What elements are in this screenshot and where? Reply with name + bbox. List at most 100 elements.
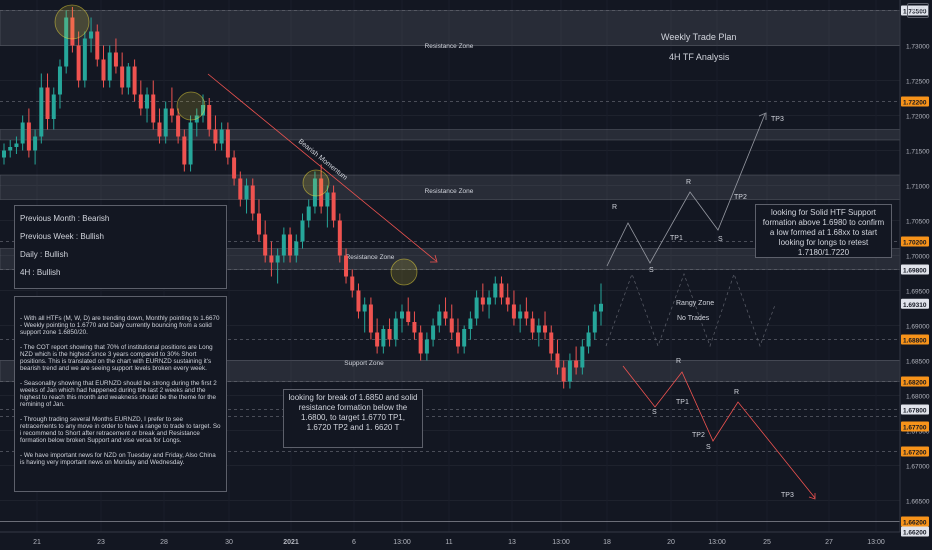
candle — [256, 199, 261, 242]
candle-body — [437, 311, 442, 326]
candle-body — [431, 325, 436, 340]
path-label-tp1: TP1 — [676, 399, 689, 406]
candle — [487, 290, 492, 319]
candle — [188, 115, 193, 172]
candle-body — [312, 178, 317, 207]
candle-body — [381, 329, 386, 347]
highlight-circle — [390, 258, 418, 286]
candle — [474, 290, 479, 326]
candle — [101, 45, 106, 88]
y-tick-label: 1.73000 — [906, 44, 930, 51]
time-axis: 21 23 28 30 2021 6 13:00 11 13 13:00 18 20 13:00 25 27… — [0, 531, 900, 546]
candle — [344, 248, 349, 284]
candle — [561, 360, 566, 389]
candle — [536, 318, 541, 347]
candle-body — [356, 290, 361, 312]
candle-body — [238, 178, 243, 200]
range-path — [605, 272, 776, 348]
candle-body — [33, 136, 38, 151]
candle — [580, 339, 585, 375]
candle-body — [8, 147, 13, 151]
y-tick-label: 1.68000 — [906, 394, 930, 401]
candle-body — [599, 303, 603, 312]
candle-body — [95, 31, 100, 60]
candles — [2, 7, 603, 389]
candle — [39, 73, 44, 144]
price-label-bg — [901, 5, 929, 16]
candle — [14, 136, 19, 154]
x-tick-label: 13 — [508, 539, 516, 546]
candle-body — [337, 220, 342, 256]
candle — [33, 129, 38, 165]
candle-body — [207, 105, 212, 130]
price-axis-bg — [900, 0, 932, 550]
long-plan-note[interactable]: looking for Solid HTF Support formation … — [755, 204, 892, 258]
candle-body — [412, 322, 417, 333]
price-label-bg — [901, 96, 929, 107]
candle-body — [449, 318, 454, 333]
price-label: 1.73500 — [901, 5, 929, 16]
x-tick-label: 21 — [33, 539, 41, 546]
candle — [176, 108, 181, 144]
candle-body — [76, 45, 81, 81]
candle-body — [524, 311, 529, 319]
plan-title: Weekly Trade Plan — [661, 32, 737, 42]
bias-daily: Daily : Bullish — [20, 250, 69, 259]
x-tick-label: 13:00 — [393, 539, 411, 546]
bearish-arrow-head — [430, 254, 438, 263]
analysis-note[interactable]: - With all HTFs (M, W, D) are trending d… — [14, 296, 227, 492]
candle-body — [145, 94, 150, 109]
x-tick-label: 13:00 — [708, 539, 726, 546]
candle-body — [511, 304, 516, 319]
candle-body — [250, 185, 255, 214]
price-axis: 1.66500 1.67000 1.67500 1.68000 1.68500 1.690… — [899, 0, 932, 550]
bearish-path — [622, 365, 816, 499]
short-plan-note[interactable]: looking for break of 1.6850 and solid re… — [283, 389, 423, 448]
candle-body — [487, 297, 492, 305]
candle-body — [39, 87, 44, 137]
candle-body — [393, 318, 398, 340]
candle-body — [400, 311, 404, 319]
plan-subtitle: 4H TF Analysis — [669, 52, 730, 62]
y-tick-label: 1.69000 — [906, 324, 930, 331]
candle — [412, 311, 417, 340]
candle — [182, 129, 187, 172]
candle — [437, 304, 442, 333]
candle — [319, 164, 324, 214]
candle-body — [182, 136, 187, 165]
candle — [592, 304, 597, 340]
price-label: 1.66200 — [901, 516, 929, 527]
candle-body — [474, 297, 479, 319]
candle — [350, 269, 355, 298]
bias-month: Previous Month : Bearish — [20, 214, 110, 223]
candle-body — [574, 360, 579, 368]
candle-body — [406, 311, 411, 322]
candle-body — [288, 234, 293, 256]
price-label-text: 1.69310 — [903, 302, 927, 309]
candle-body — [300, 220, 305, 242]
y-tick-label: 1.67000 — [906, 464, 930, 471]
zone-label: Resistance Zone — [425, 188, 474, 195]
candle — [393, 311, 398, 347]
candle — [524, 297, 529, 326]
candle-body — [493, 283, 498, 298]
candle — [331, 185, 336, 228]
price-label-bg — [901, 376, 929, 387]
candle-body — [362, 304, 367, 312]
y-tick-label: 1.72500 — [906, 79, 930, 86]
candle — [26, 108, 31, 158]
currency-badge[interactable]: NZD — [907, 3, 929, 18]
path-label-tp3: TP3 — [781, 492, 794, 499]
candle-body — [580, 346, 585, 368]
path-label-tp3: TP3 — [771, 116, 784, 123]
path-label-tp1: TP1 — [670, 235, 683, 242]
candle-body — [244, 185, 249, 200]
candle-body — [375, 332, 380, 347]
candle-body — [101, 59, 106, 81]
candle-body — [176, 115, 181, 137]
candle-body — [543, 325, 548, 333]
candle — [543, 311, 548, 340]
bias-note[interactable]: Previous Month : Bearish Previous Week :… — [14, 205, 227, 289]
